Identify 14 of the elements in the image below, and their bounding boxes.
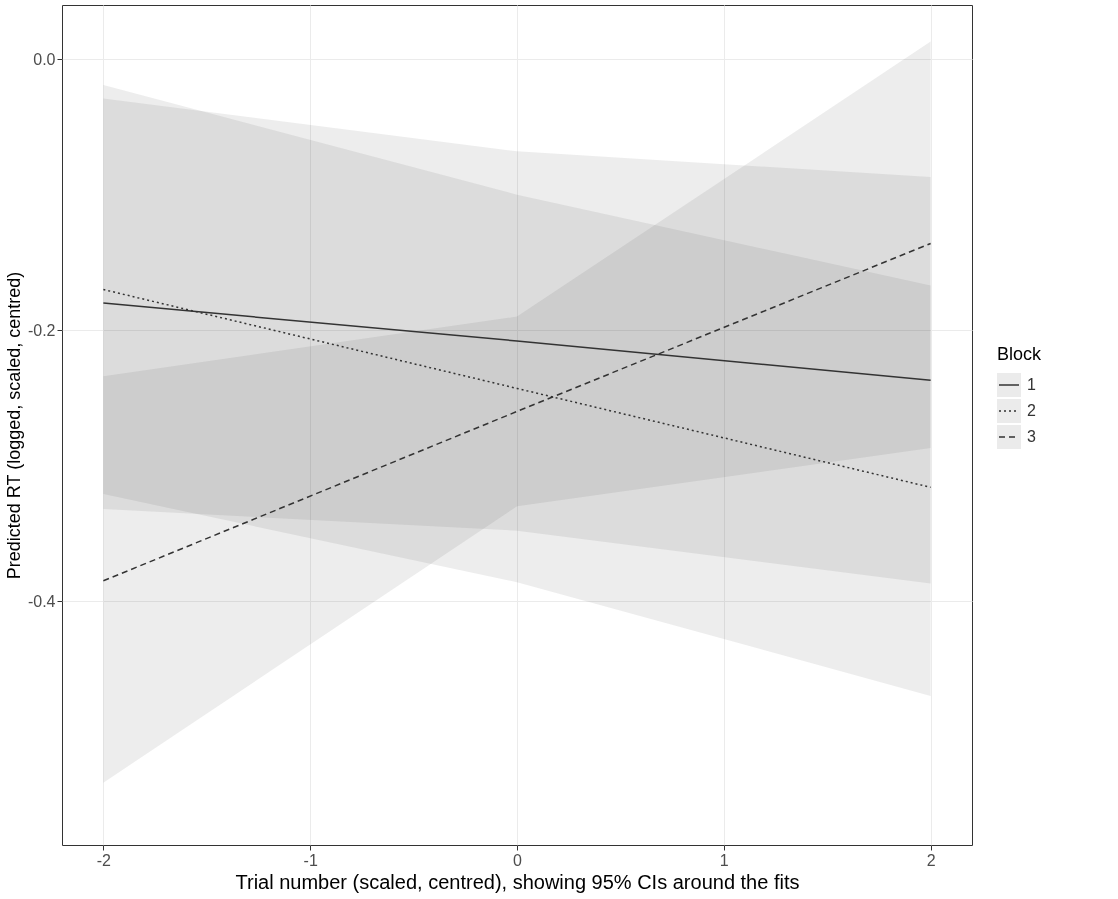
legend-label: 2 <box>1027 402 1036 419</box>
y-axis-title: Predicted RT (logged, scaled, centred) <box>3 271 24 580</box>
legend-title: Block <box>997 344 1043 364</box>
legend-label: 1 <box>1027 376 1036 393</box>
x-tick-label: -2 <box>96 851 112 869</box>
legend-label: 3 <box>1027 428 1036 445</box>
x-tick-label: 0 <box>513 851 523 869</box>
y-tick-label: -0.4 <box>27 592 56 610</box>
y-tick-label: 0.0 <box>33 50 56 68</box>
x-tick-label: 2 <box>926 851 936 869</box>
y-tick-label: -0.2 <box>27 321 56 339</box>
x-tick-label: 1 <box>719 851 729 869</box>
x-axis-title: Trial number (scaled, centred), showing 95% CIs around the fits <box>235 870 800 893</box>
x-tick-label: -1 <box>303 851 318 869</box>
